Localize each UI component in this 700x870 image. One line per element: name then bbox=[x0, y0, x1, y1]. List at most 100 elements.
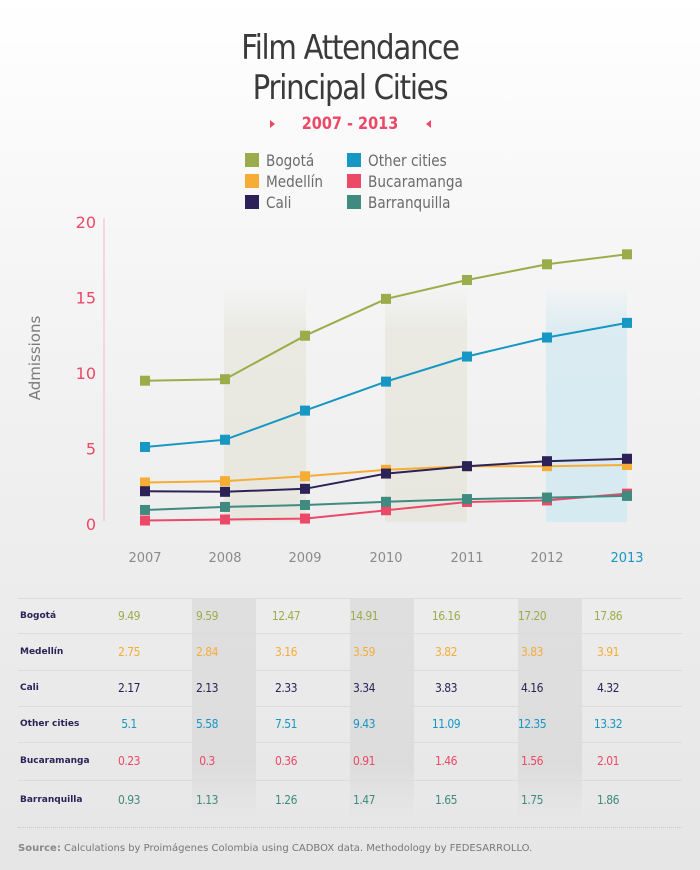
table-cell: 2.84 bbox=[196, 644, 218, 659]
table-cell: 3.59 bbox=[353, 644, 375, 659]
table-cell: 2.01 bbox=[597, 754, 619, 768]
legend-item-medellin: Medellín bbox=[245, 171, 333, 191]
source-text: Calculations by Proimágenes Colombia usi… bbox=[64, 843, 533, 854]
legend-item-other-cities: Other cities bbox=[347, 150, 461, 170]
data-table: Bogotá 9.49 9.59 12.47 14.91 16.16 17.20 17.86 M… bbox=[18, 598, 682, 820]
table-cell: 12.35 bbox=[517, 717, 547, 731]
y-axis-ticks: 0 5 10 15 20 bbox=[76, 213, 96, 534]
data-point-marker bbox=[220, 486, 230, 497]
data-point-marker bbox=[140, 504, 150, 515]
data-point-marker bbox=[622, 490, 632, 501]
data-point-marker bbox=[381, 468, 391, 479]
table-cell: 14.91 bbox=[349, 608, 379, 623]
data-point-marker bbox=[622, 249, 632, 260]
row-label: Bogotá bbox=[20, 610, 57, 621]
table-cell: 1.86 bbox=[597, 793, 619, 807]
table-column-shade bbox=[192, 598, 256, 820]
triangle-right-icon bbox=[270, 120, 275, 128]
row-label: Other cities bbox=[20, 719, 80, 729]
data-point-marker bbox=[542, 332, 552, 343]
y-tick-label: 15 bbox=[76, 289, 96, 308]
data-point-marker bbox=[542, 456, 552, 467]
table-cell: 3.91 bbox=[597, 644, 619, 659]
data-point-marker bbox=[220, 476, 230, 487]
table-row: Bogotá 9.49 9.59 12.47 14.91 16.16 17.20 17.86 bbox=[18, 598, 682, 633]
chart-title-line2: Principal Cities bbox=[252, 68, 449, 108]
table-row: Cali 2.17 2.13 2.33 3.34 3.83 4.16 4.32 bbox=[18, 670, 682, 706]
chart-subtitle: 2007 - 2013 bbox=[301, 114, 399, 134]
table-cell: 1.65 bbox=[435, 793, 457, 807]
legend-label: Other cities bbox=[368, 150, 447, 170]
data-point-marker bbox=[140, 477, 150, 488]
data-point-marker bbox=[622, 459, 632, 470]
legend-swatch bbox=[245, 195, 259, 209]
x-tick-label: 2012 bbox=[530, 551, 563, 566]
table-cell: 7.51 bbox=[275, 717, 297, 731]
table-cell: 3.34 bbox=[353, 681, 375, 695]
table-cell: 3.16 bbox=[275, 644, 297, 659]
line-chart: 0 5 10 15 20 Admissions 2007 2008 2009 2010 2011… bbox=[26, 213, 644, 566]
table-cell: 5.58 bbox=[196, 717, 218, 731]
data-point-marker bbox=[622, 453, 632, 464]
data-point-marker bbox=[542, 259, 552, 270]
triangle-left-icon bbox=[426, 120, 431, 128]
x-tick-label: 2010 bbox=[369, 551, 402, 566]
data-point-marker bbox=[462, 274, 472, 285]
data-point-marker bbox=[300, 405, 310, 416]
highlight-band bbox=[546, 285, 627, 522]
divider bbox=[18, 827, 682, 828]
data-point-marker bbox=[300, 513, 310, 524]
y-tick-label: 20 bbox=[76, 213, 96, 232]
table-cell: 9.59 bbox=[196, 608, 218, 623]
x-tick-label: 2011 bbox=[450, 551, 483, 566]
table-cell: 5.1 bbox=[121, 717, 137, 731]
table-row: Bucaramanga 0.23 0.3 0.36 0.91 1.46 1.56 2.01 bbox=[18, 742, 682, 780]
legend-label: Cali bbox=[266, 192, 292, 212]
row-label: Medellín bbox=[20, 646, 64, 657]
legend-label: Bogotá bbox=[266, 150, 315, 170]
y-tick-label: 5 bbox=[86, 440, 96, 459]
table-cell: 16.16 bbox=[431, 608, 461, 623]
data-point-marker bbox=[300, 483, 310, 494]
data-point-marker bbox=[220, 501, 230, 512]
data-point-marker bbox=[462, 351, 472, 362]
x-tick-label: 2013 bbox=[610, 551, 643, 566]
table-cell: 17.86 bbox=[593, 608, 623, 623]
legend-item-bucaramanga: Bucaramanga bbox=[347, 171, 480, 191]
data-point-marker bbox=[542, 492, 552, 503]
legend-label: Barranquilla bbox=[368, 192, 451, 212]
table-column-shade bbox=[350, 598, 414, 820]
x-tick-label: 2007 bbox=[128, 551, 161, 566]
table-cell: 11.09 bbox=[431, 717, 461, 731]
legend-swatch bbox=[347, 174, 361, 188]
table-cell: 1.47 bbox=[353, 793, 375, 807]
legend-swatch bbox=[347, 153, 361, 167]
legend-item-barranquilla: Barranquilla bbox=[347, 192, 465, 212]
table-cell: 9.43 bbox=[353, 717, 375, 731]
highlight-band bbox=[385, 285, 467, 522]
data-point-marker bbox=[220, 514, 230, 525]
table-cell: 1.56 bbox=[521, 754, 543, 768]
highlight-bands bbox=[224, 285, 627, 522]
table-cell: 2.75 bbox=[118, 644, 140, 659]
table-row: Barranquilla 0.93 1.13 1.26 1.47 1.65 1.75 1.86 bbox=[18, 780, 682, 820]
series-markers bbox=[140, 249, 632, 526]
y-tick-label: 0 bbox=[86, 515, 96, 534]
data-point-marker bbox=[140, 375, 150, 386]
data-point-marker bbox=[462, 461, 472, 472]
legend-swatch bbox=[245, 153, 259, 167]
legend-item-bogota: Bogotá bbox=[245, 150, 323, 170]
legend-swatch bbox=[347, 195, 361, 209]
source-note: Source: Calculations by Proimágenes Colo… bbox=[18, 843, 532, 854]
data-point-marker bbox=[381, 376, 391, 387]
data-point-marker bbox=[220, 434, 230, 445]
table-cell: 1.26 bbox=[275, 793, 297, 807]
table-row: Medellín 2.75 2.84 3.16 3.59 3.82 3.83 3.91 bbox=[18, 633, 682, 670]
table-cell: 3.82 bbox=[435, 644, 457, 659]
highlight-band bbox=[224, 285, 306, 522]
data-point-marker bbox=[381, 496, 391, 507]
table-cell: 0.3 bbox=[199, 754, 215, 768]
data-point-marker bbox=[381, 505, 391, 516]
row-label: Barranquilla bbox=[20, 795, 83, 805]
table-cell: 0.23 bbox=[118, 754, 140, 768]
